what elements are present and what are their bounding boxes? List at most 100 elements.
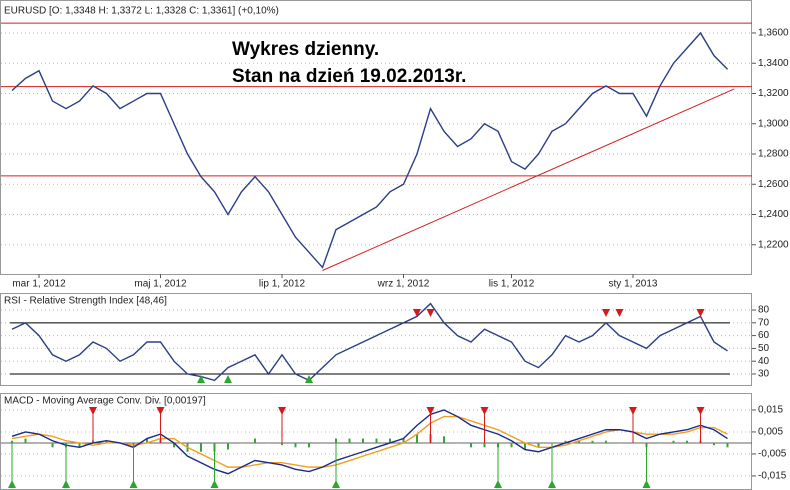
y-tick-label: 80 [758,305,770,316]
histogram-bar [335,438,337,443]
histogram-bar [308,442,310,448]
histogram-bar [146,438,148,443]
sell-signal [696,309,705,317]
histogram-bar [240,442,243,444]
histogram-bar [510,442,513,448]
histogram-bar [402,438,405,443]
sell-signal [426,407,435,415]
histogram-bar [78,442,81,448]
y-tick-label: 1,3600 [758,28,789,39]
y-tick-label: 1,2600 [758,179,789,190]
histogram-bar [281,442,283,446]
y-tick-label: 1,2200 [758,239,789,250]
histogram-bar [537,442,540,448]
price-line [11,302,728,382]
histogram-bar [375,438,378,443]
histogram-bar [321,442,324,444]
sell-signal [413,309,421,317]
histogram-bar [254,438,256,443]
histogram-bar [713,442,715,446]
histogram-bar [348,438,351,443]
y-tick-label: 1,3000 [758,118,789,129]
buy-signal [224,375,232,383]
buy-signal [332,480,340,488]
sell-signal [602,309,610,317]
macd-line [11,409,728,475]
x-tick-label: wrz 1, 2012 [377,279,430,290]
histogram-bar [672,440,675,443]
sell-signal [615,309,624,317]
rsi-title: RSI - Relative Strength Index [48,46] [4,296,167,307]
y-tick-label: 0,005 [758,427,783,438]
rsi-frame [0,293,752,386]
histogram-bar [105,440,108,443]
x-tick-label: maj 1, 2012 [134,279,187,290]
annotation: Stan na dzień 19.02.2013r. [232,66,466,87]
histogram-bar [173,442,175,448]
sell-signal [629,407,637,415]
y-tick-label: 1,3400 [758,58,789,69]
price-frame [0,0,752,275]
y-tick-label: 1,3200 [758,88,789,99]
histogram-bar [200,442,202,452]
buy-signal [210,480,219,488]
buy-signal [494,480,502,488]
price-line [11,31,728,269]
price-title: EURUSD [O: 1,3348 H: 1,3372 L: 1,3328 C:… [4,6,279,17]
sell-signal [278,407,286,415]
y-tick-label: 0,015 [758,405,783,416]
histogram-bar [443,436,445,443]
histogram-bar [416,434,418,443]
x-tick-label: lis 1, 2012 [489,279,535,290]
histogram-bar [294,442,297,448]
y-tick-label: 30 [758,369,770,380]
buy-signal [305,375,313,383]
histogram-bar [227,442,229,450]
histogram-bar [362,438,364,443]
buy-signal [8,480,16,488]
macd-line [11,415,728,468]
buy-signal [197,375,205,383]
histogram-bar [632,442,634,444]
macd-title: MACD - Moving Average Conv. Div. [0,0019… [4,396,206,407]
histogram-bar [38,442,40,444]
histogram-bar [618,442,621,444]
annotation: Wykres dzienny. [232,39,379,60]
histogram-bar [524,442,526,450]
y-tick-label: -0,005 [758,449,787,460]
y-tick-label: 60 [758,330,770,341]
histogram-bar [605,440,607,443]
y-tick-label: 70 [758,317,770,328]
x-tick-label: lip 1, 2012 [259,279,306,290]
histogram-bar [456,442,459,444]
histogram-bar [267,442,270,444]
histogram-bar [470,442,472,448]
y-tick-label: 1,2400 [758,209,789,220]
buy-signal [62,480,70,488]
sell-signal [696,407,705,415]
y-tick-label: -0,015 [758,471,787,482]
histogram-bar [578,440,580,443]
sell-signal [89,407,97,415]
y-tick-label: 50 [758,343,770,354]
y-tick-label: 1,2800 [758,149,789,160]
histogram-bar [389,438,391,443]
histogram-bar [483,442,486,448]
buy-signal [129,480,138,488]
histogram-bar [24,438,27,443]
histogram-bar [726,442,729,448]
x-tick-label: sty 1, 2013 [609,279,658,290]
sell-signal [156,407,165,415]
y-tick-label: 40 [758,356,770,367]
histogram-bar [659,442,661,444]
histogram-bar [564,440,567,443]
histogram-bar [11,440,13,443]
trend-line [322,88,735,271]
buy-signal [548,480,556,488]
histogram-bar [591,440,594,443]
x-tick-label: mar 1, 2012 [12,279,66,290]
buy-signal [642,480,651,488]
histogram-bar [51,442,54,448]
